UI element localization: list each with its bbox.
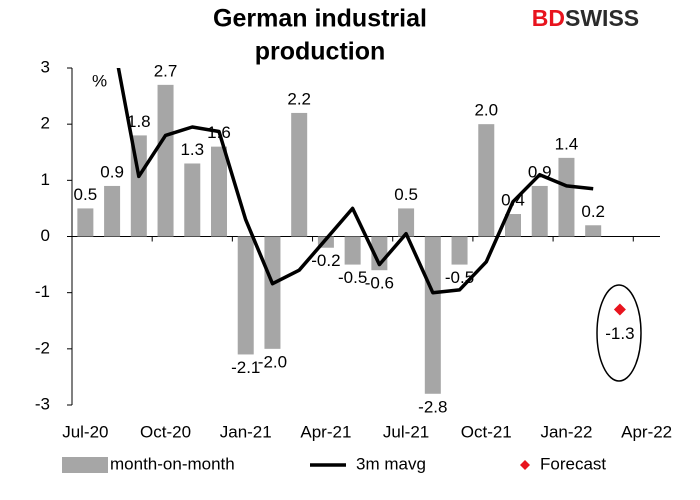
x-tick-label: Oct-20	[140, 422, 191, 441]
data-label: 0.5	[74, 185, 98, 204]
data-label: 0.2	[581, 202, 605, 221]
y-tick-label: 0	[41, 226, 50, 245]
forecast-point	[613, 303, 626, 316]
line	[116, 68, 594, 295]
data-label: -0.5	[338, 268, 367, 287]
data-label: 0.5	[394, 185, 418, 204]
y-tick-label: -2	[35, 338, 50, 357]
bar	[291, 112, 308, 237]
bar	[505, 214, 521, 237]
legend-swatch	[62, 457, 108, 473]
logo: BD	[532, 5, 565, 31]
legend-label: 3m mavg	[356, 454, 426, 473]
bar	[424, 236, 441, 394]
x-tick-label: Apr-22	[621, 422, 672, 441]
chart-title: production	[255, 38, 386, 66]
data-label: 2.0	[474, 101, 498, 120]
data-label: 1.8	[127, 112, 151, 131]
y-tick-label: -3	[35, 394, 50, 413]
data-label: 1.4	[555, 134, 579, 153]
data-label: -2.0	[258, 352, 287, 371]
bar	[77, 208, 94, 237]
data-label: 2.2	[287, 89, 311, 108]
bar	[104, 185, 121, 237]
bar	[344, 236, 361, 265]
forecast-highlight	[596, 284, 642, 382]
y-tick-label: 1	[41, 170, 50, 189]
bar	[184, 163, 201, 237]
x-tick-label: Jan-21	[220, 422, 272, 441]
data-label: -1.3	[605, 324, 634, 343]
unit-label: %	[92, 71, 107, 90]
x-tick-label: Apr-21	[300, 422, 351, 441]
bar	[317, 236, 334, 248]
bar	[211, 146, 227, 237]
logo: SWISS	[565, 5, 639, 31]
x-tick-label: Oct-21	[461, 422, 512, 441]
data-label: -0.6	[365, 274, 394, 293]
x-tick-label: Jul-21	[383, 422, 429, 441]
data-label: 0.9	[100, 162, 124, 181]
y-tick-label: 3	[41, 57, 50, 76]
chart-title: German industrial	[213, 5, 427, 33]
legend-label: Forecast	[540, 454, 606, 473]
bar	[478, 124, 495, 237]
bar	[398, 208, 415, 237]
y-tick-label: -1	[35, 282, 50, 301]
bar	[157, 84, 174, 237]
bar	[558, 157, 575, 237]
bar	[237, 236, 254, 355]
data-label: -2.8	[418, 397, 447, 416]
bar	[264, 236, 281, 349]
x-tick-label: Jan-22	[540, 422, 592, 441]
bar	[451, 236, 468, 265]
bar	[585, 225, 602, 237]
data-label: -0.2	[311, 251, 340, 270]
bar	[531, 185, 548, 237]
data-label: 1.3	[180, 140, 204, 159]
data-label: 2.7	[154, 61, 178, 80]
data-label: -2.1	[231, 358, 260, 377]
x-tick-label: Jul-20	[62, 422, 108, 441]
legend-label: month-on-month	[110, 454, 235, 473]
y-tick-label: 2	[41, 114, 50, 133]
legend-swatch	[520, 460, 530, 470]
